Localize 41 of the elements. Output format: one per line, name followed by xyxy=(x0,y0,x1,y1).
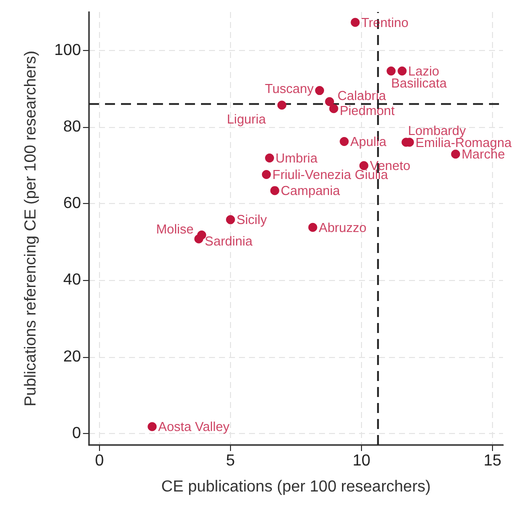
annotation: Apulia xyxy=(350,134,388,150)
point xyxy=(451,150,460,159)
x-axis-title: CE publications (per 100 researchers) xyxy=(161,478,431,496)
annotation: Sardinia xyxy=(204,233,254,248)
point xyxy=(262,170,271,179)
annotation: Piedmont xyxy=(340,103,396,118)
annotation: Molise xyxy=(156,222,194,237)
point xyxy=(226,215,235,224)
annotation: Tuscany xyxy=(264,81,314,96)
x-tick-label: 0 xyxy=(95,452,104,470)
point xyxy=(315,86,324,96)
point xyxy=(350,18,360,27)
point xyxy=(340,137,349,146)
annotation: Abruzzo xyxy=(318,220,366,235)
point xyxy=(325,97,334,106)
annotation: Sicily xyxy=(236,212,268,228)
annotation: Calabria xyxy=(338,88,387,104)
y-tick-label: 60 xyxy=(63,195,82,212)
x-tick-label: 10 xyxy=(352,452,371,470)
point xyxy=(148,422,157,432)
point xyxy=(277,100,286,110)
point xyxy=(398,66,407,76)
point xyxy=(386,66,396,76)
annotation: Aosta Valley xyxy=(158,419,230,434)
annotation: Umbria xyxy=(276,150,318,166)
annotation: Lombardy xyxy=(408,122,466,138)
y-tick-label: 100 xyxy=(54,42,82,59)
y-tick-label: 0 xyxy=(72,425,82,442)
y-tick-label: 40 xyxy=(63,272,82,289)
point xyxy=(265,153,274,162)
annotation: Campania xyxy=(280,183,341,198)
x-tick-label: 15 xyxy=(484,452,502,470)
point xyxy=(194,234,204,244)
point xyxy=(329,104,338,114)
y-axis-title: Publications referencing CE (per 100 researchers) xyxy=(22,50,40,406)
point xyxy=(308,222,318,232)
x-tick-label: 5 xyxy=(226,452,236,470)
annotation: Liguria xyxy=(226,112,267,127)
y-tick-label: 80 xyxy=(63,118,82,136)
y-tick-label: 20 xyxy=(63,348,82,366)
point xyxy=(270,186,280,196)
